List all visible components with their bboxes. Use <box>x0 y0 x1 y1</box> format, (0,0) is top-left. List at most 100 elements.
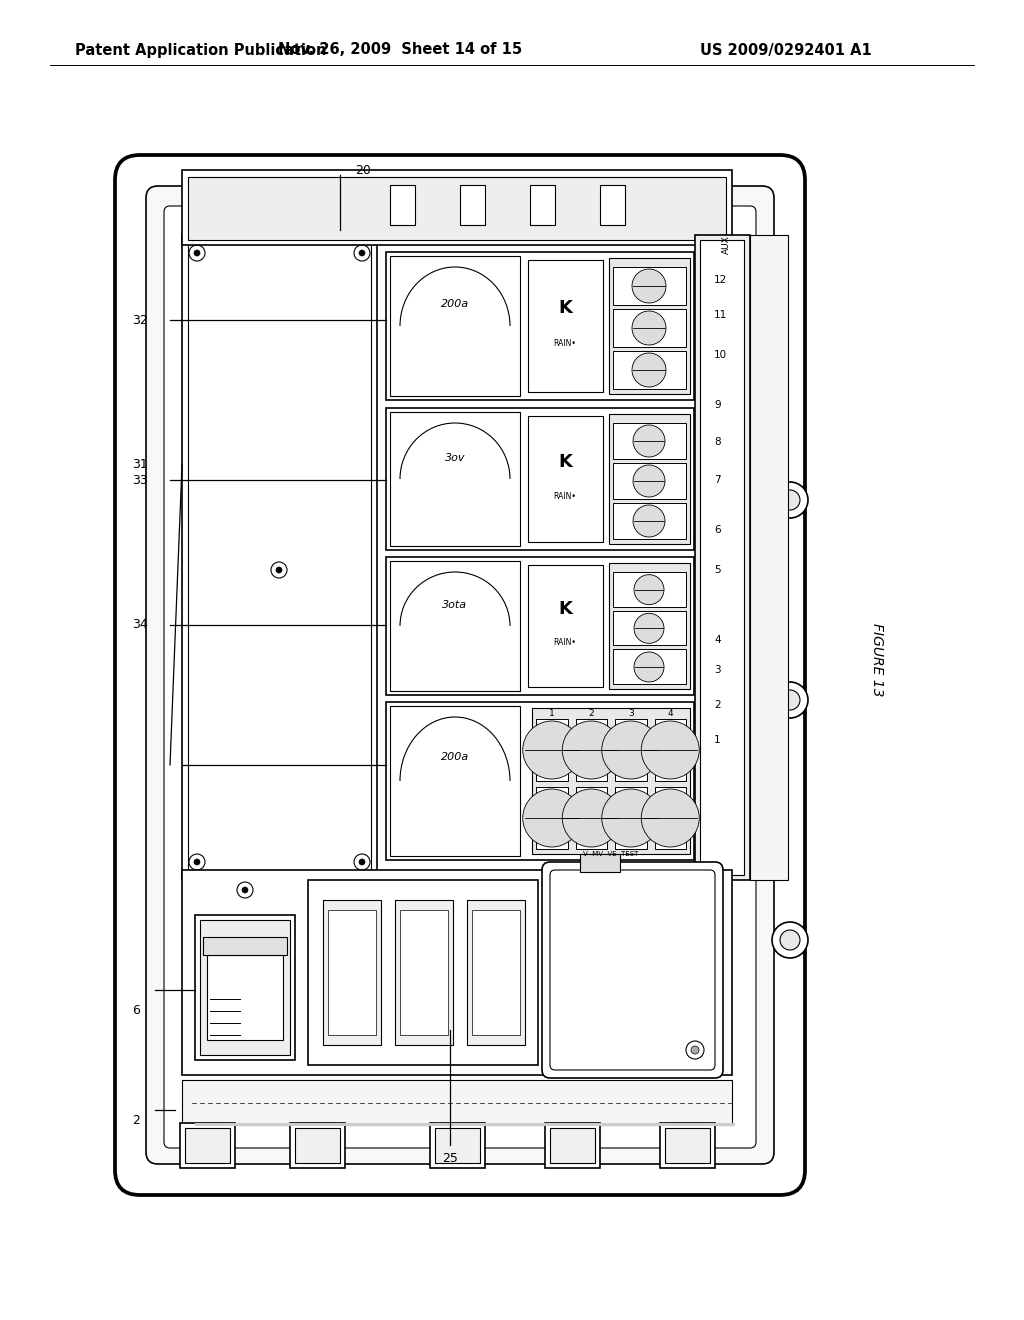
Bar <box>207 954 283 1040</box>
Circle shape <box>354 246 370 261</box>
Circle shape <box>780 490 800 510</box>
FancyBboxPatch shape <box>550 870 715 1071</box>
FancyBboxPatch shape <box>146 186 774 1164</box>
Circle shape <box>237 882 253 898</box>
Text: 6: 6 <box>714 525 721 535</box>
Bar <box>750 235 788 880</box>
Bar <box>435 1129 480 1163</box>
Bar <box>395 900 453 1045</box>
Bar <box>200 920 290 1055</box>
Circle shape <box>686 1041 705 1059</box>
Bar <box>528 416 603 543</box>
Text: 20: 20 <box>355 164 371 177</box>
Bar <box>323 900 381 1045</box>
Bar <box>386 252 694 400</box>
Text: 1: 1 <box>714 735 721 744</box>
Text: Nov. 26, 2009  Sheet 14 of 15: Nov. 26, 2009 Sheet 14 of 15 <box>278 42 522 58</box>
Bar <box>328 909 376 1035</box>
Circle shape <box>242 887 248 894</box>
Text: K: K <box>558 601 572 619</box>
Circle shape <box>772 482 808 517</box>
Circle shape <box>633 425 665 457</box>
Circle shape <box>633 465 665 498</box>
Text: RAIN•: RAIN• <box>554 339 577 348</box>
Bar <box>400 909 449 1035</box>
Text: RAIN•: RAIN• <box>554 638 577 647</box>
Text: 3ov: 3ov <box>444 453 465 463</box>
Circle shape <box>641 789 699 847</box>
Bar <box>390 185 415 224</box>
Text: 8: 8 <box>714 437 721 447</box>
Bar <box>185 1129 230 1163</box>
Text: FIGURE 13: FIGURE 13 <box>870 623 884 697</box>
Bar <box>203 937 287 954</box>
Bar <box>609 414 690 544</box>
Text: 3ota: 3ota <box>442 601 468 610</box>
Circle shape <box>634 574 664 605</box>
Bar <box>615 719 646 781</box>
Text: 200a: 200a <box>441 298 469 309</box>
Text: 4: 4 <box>714 635 721 645</box>
Bar <box>550 1129 595 1163</box>
Bar <box>665 1129 710 1163</box>
Circle shape <box>276 568 282 573</box>
Bar <box>182 1080 732 1125</box>
Bar <box>295 1129 340 1163</box>
Circle shape <box>691 1045 699 1053</box>
Circle shape <box>354 854 370 870</box>
Bar <box>613 267 686 305</box>
FancyBboxPatch shape <box>164 206 756 1148</box>
Text: 3: 3 <box>628 710 634 718</box>
Bar <box>182 870 732 1074</box>
Bar <box>575 787 607 849</box>
Circle shape <box>194 859 200 865</box>
Circle shape <box>522 721 581 779</box>
Bar <box>182 235 377 880</box>
Bar <box>467 900 525 1045</box>
Bar <box>613 463 686 499</box>
Bar <box>530 185 555 224</box>
Bar <box>532 708 690 854</box>
Circle shape <box>641 721 699 779</box>
Text: K: K <box>558 300 572 317</box>
Bar <box>528 565 603 686</box>
Circle shape <box>634 652 664 682</box>
Bar <box>613 611 686 645</box>
Bar <box>600 185 625 224</box>
Text: 25: 25 <box>442 1151 458 1164</box>
FancyBboxPatch shape <box>542 862 723 1078</box>
Circle shape <box>359 249 365 256</box>
Bar <box>386 702 694 861</box>
Circle shape <box>633 506 665 537</box>
Bar <box>613 503 686 539</box>
Circle shape <box>271 562 287 578</box>
Bar <box>195 1123 735 1126</box>
Text: 10: 10 <box>714 350 727 360</box>
FancyBboxPatch shape <box>115 154 805 1195</box>
Bar <box>700 240 744 875</box>
Circle shape <box>562 721 621 779</box>
Bar <box>390 706 520 855</box>
Circle shape <box>632 269 666 304</box>
Circle shape <box>562 789 621 847</box>
Bar <box>390 561 520 690</box>
Bar <box>460 185 485 224</box>
Text: 32: 32 <box>132 314 148 326</box>
Bar <box>528 260 603 392</box>
Bar <box>609 564 690 689</box>
Circle shape <box>632 352 666 387</box>
Circle shape <box>194 249 200 256</box>
Bar <box>188 242 371 874</box>
Bar <box>545 1123 600 1168</box>
Circle shape <box>602 721 659 779</box>
Text: 7: 7 <box>714 475 721 484</box>
Bar <box>613 351 686 389</box>
Bar <box>472 909 520 1035</box>
Circle shape <box>780 931 800 950</box>
Circle shape <box>634 614 664 643</box>
Text: 3: 3 <box>714 665 721 675</box>
Circle shape <box>780 690 800 710</box>
Bar <box>654 787 686 849</box>
Text: AUX: AUX <box>722 236 730 255</box>
Bar <box>195 915 295 1060</box>
